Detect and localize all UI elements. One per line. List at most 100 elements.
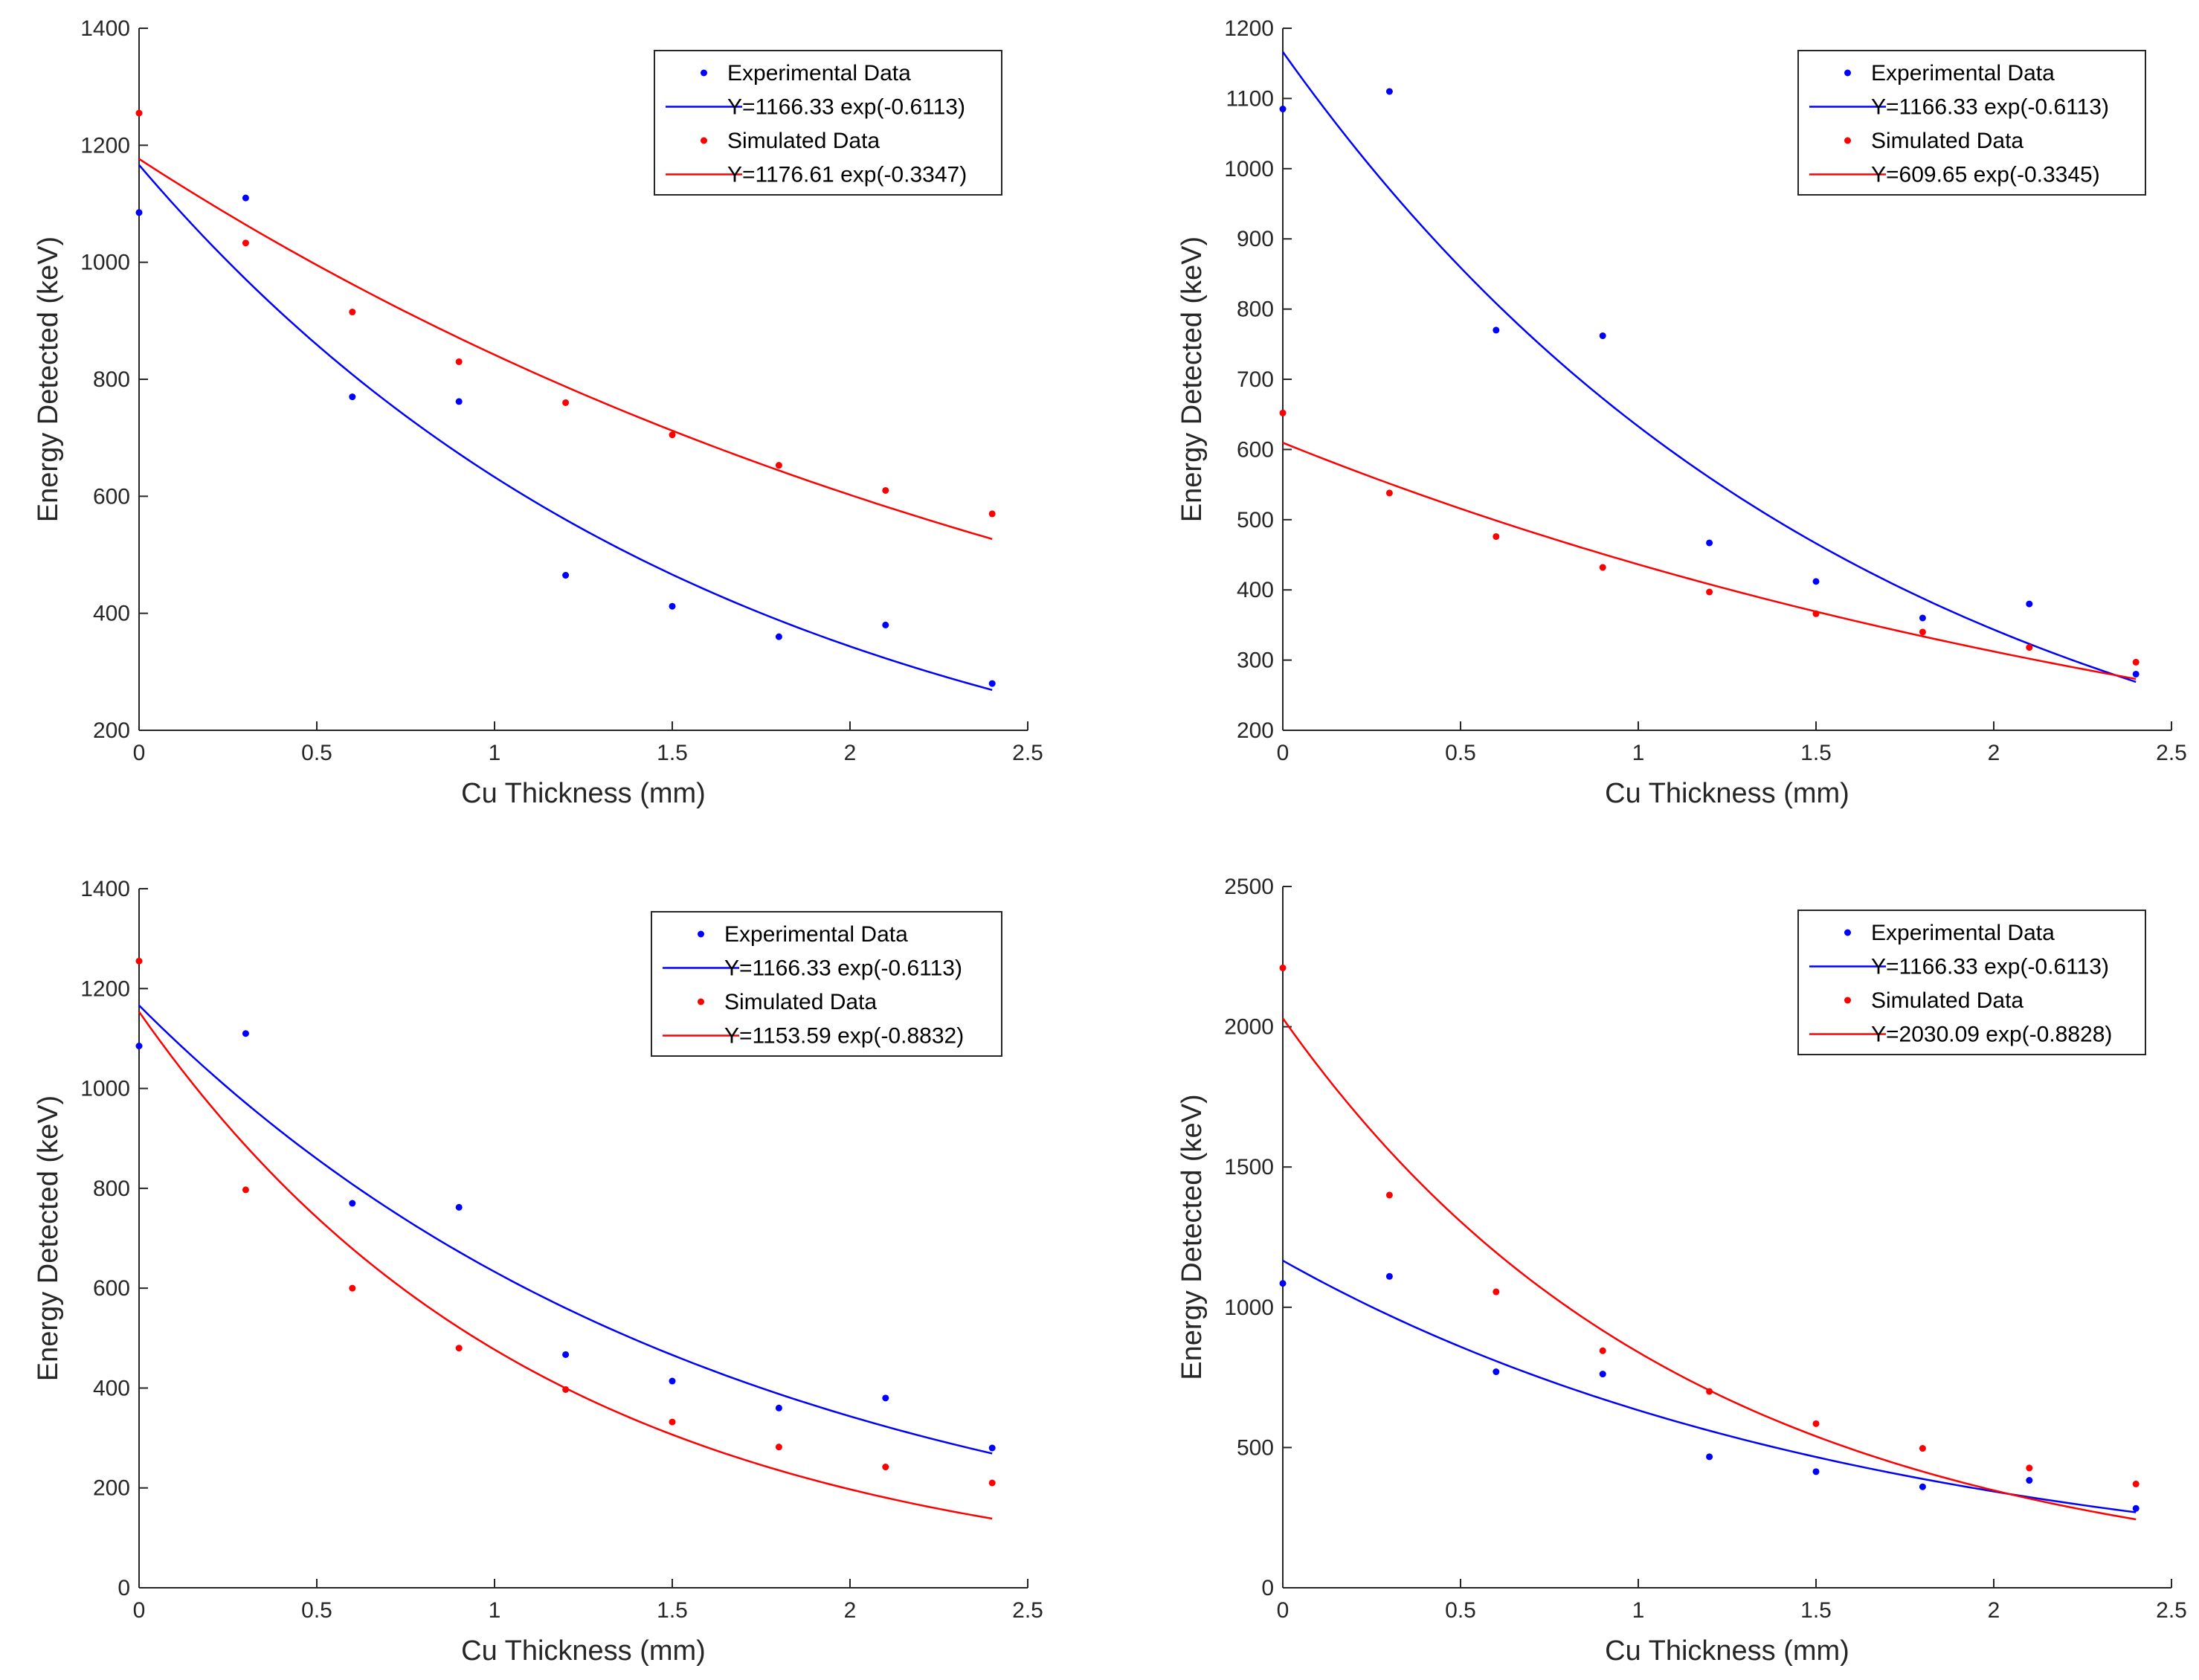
y-tick-label: 800: [1237, 297, 1274, 322]
legend-marker-sample: [701, 137, 707, 144]
x-tick-label: 0: [1277, 1598, 1290, 1623]
x-tick-label: 2: [844, 1598, 857, 1623]
simulated-data-point: [455, 358, 463, 365]
simulated-data-point: [1919, 1445, 1926, 1452]
fit-curve-red: [138, 1011, 993, 1520]
experimental-data-point: [1279, 106, 1287, 113]
y-tick-label: 2500: [1224, 875, 1274, 899]
chart-panel-2: 0 0.5 1 1.5 2 2.5 200 300 400 500 600 700 800 900 1000…: [1176, 16, 2187, 809]
simulated-data-point: [988, 1479, 996, 1487]
legend-entry-label: Y=609.65 exp(-0.3345): [1871, 163, 2100, 187]
simulated-data-point: [1385, 1191, 1393, 1199]
legend-entry-label: Y=2030.09 exp(-0.8828): [1871, 1023, 2112, 1047]
fit-curve-red: [1281, 1017, 2137, 1521]
legend-entry-label: Simulated Data: [724, 990, 877, 1014]
fit-curve-blue: [138, 164, 993, 691]
y-tick-label: 1400: [80, 16, 130, 41]
x-axis-label: Cu Thickness (mm): [1605, 1635, 1849, 1667]
legend-entry-label: Y=1166.33 exp(-0.6113): [1871, 955, 2109, 979]
experimental-data-point: [242, 1030, 249, 1037]
x-tick-label: 1.5: [1800, 741, 1832, 765]
x-axis-label: Cu Thickness (mm): [461, 778, 706, 809]
x-tick-label: 0.5: [1445, 741, 1476, 765]
simulated-data-point: [2132, 658, 2140, 666]
simulated-data-point: [1599, 1347, 1606, 1354]
experimental-data-point: [988, 1444, 996, 1452]
experimental-data-point: [1279, 1280, 1287, 1287]
simulated-data-point: [242, 1186, 249, 1194]
y-tick-label: 200: [93, 718, 130, 743]
x-tick-label: 0.5: [301, 1598, 332, 1623]
legend-entry-label: Experimental Data: [1871, 61, 2055, 86]
legend-box: [1797, 50, 2146, 196]
experimental-data-point: [1493, 1368, 1500, 1376]
simulated-data-point: [669, 431, 676, 439]
experimental-data-point: [775, 633, 782, 640]
y-tick-label: 800: [93, 367, 130, 392]
legend: Experimental Data Y=1166.33 exp(-0.6113) S…: [1797, 910, 2146, 1055]
experimental-data-point: [135, 209, 143, 216]
fit-curve-blue: [138, 1005, 993, 1455]
y-tick-label: 600: [93, 484, 130, 509]
y-tick-label: 900: [1237, 227, 1274, 251]
simulated-data-point: [562, 399, 570, 406]
fit-curve-red: [1282, 442, 2137, 680]
x-tick-label: 1: [1632, 741, 1645, 765]
legend-box: [651, 911, 1002, 1057]
x-tick-label: 1: [489, 741, 501, 765]
x-tick-label: 2.5: [1012, 741, 1043, 765]
x-tick-label: 1.5: [1800, 1598, 1832, 1623]
simulated-data-point: [2026, 1464, 2033, 1472]
x-tick-label: 2.5: [2156, 741, 2187, 765]
legend: Experimental Data Y=1166.33 exp(-0.6113) S…: [1797, 50, 2146, 196]
y-tick-label: 1100: [1226, 86, 1274, 111]
y-tick-label: 700: [1237, 367, 1274, 392]
simulated-data-point: [135, 109, 143, 117]
simulated-data-point: [1812, 1420, 1820, 1427]
simulated-data-point: [1279, 409, 1287, 416]
experimental-data-point: [2132, 670, 2140, 678]
experimental-data-point: [988, 680, 996, 687]
experimental-data-point: [349, 1200, 356, 1207]
fit-curve-red: [138, 158, 993, 540]
y-tick-label: 0: [1261, 1576, 1274, 1600]
x-tick-label: 2: [1988, 1598, 2000, 1623]
simulated-data-point: [775, 1444, 782, 1451]
legend-marker-sample: [701, 69, 707, 77]
y-tick-label: 1200: [80, 976, 130, 1001]
simulated-data-point: [882, 1464, 889, 1471]
legend-marker-sample: [1844, 69, 1851, 77]
y-axis-label: Energy Detected (keV): [1176, 236, 1208, 522]
experimental-data-point: [1385, 1272, 1393, 1280]
legend-entry-label: Y=1166.33 exp(-0.6113): [724, 956, 962, 981]
simulated-data-point: [1599, 564, 1606, 571]
simulated-data-point: [2132, 1480, 2140, 1487]
x-tick-label: 2.5: [2156, 1598, 2187, 1623]
y-tick-label: 200: [93, 1476, 130, 1501]
x-tick-label: 1: [1632, 1598, 1645, 1623]
simulated-data-point: [1919, 628, 1926, 636]
y-tick-label: 600: [93, 1276, 130, 1301]
fit-curve-blue: [1281, 51, 2137, 683]
y-tick-label: 300: [1237, 648, 1274, 673]
legend-entry-label: Experimental Data: [724, 922, 908, 947]
legend-entry-label: Y=1153.59 exp(-0.8832): [724, 1024, 964, 1049]
experimental-data-point: [2132, 1504, 2140, 1512]
legend-box: [1797, 910, 2146, 1055]
chart-panel-4: 0 0.5 1 1.5 2 2.5 0 500 1000 1500 2000 2500 Cu Thick…: [1176, 875, 2187, 1667]
simulated-data-point: [455, 1345, 463, 1352]
legend-entry-label: Experimental Data: [1871, 921, 2055, 945]
legend-entry-label: Y=1176.61 exp(-0.3347): [727, 163, 967, 187]
y-tick-label: 1000: [80, 251, 130, 275]
y-tick-label: 1400: [80, 877, 130, 901]
y-tick-label: 1200: [1224, 16, 1274, 41]
legend-marker-sample: [1844, 137, 1851, 144]
simulated-data-point: [775, 462, 782, 469]
simulated-data-point: [242, 239, 249, 247]
y-axis-label: Energy Detected (keV): [33, 1095, 64, 1381]
y-tick-label: 500: [1237, 508, 1274, 532]
experimental-data-point: [349, 393, 356, 401]
experimental-data-point: [1599, 1371, 1606, 1378]
experimental-data-point: [1706, 1453, 1713, 1461]
